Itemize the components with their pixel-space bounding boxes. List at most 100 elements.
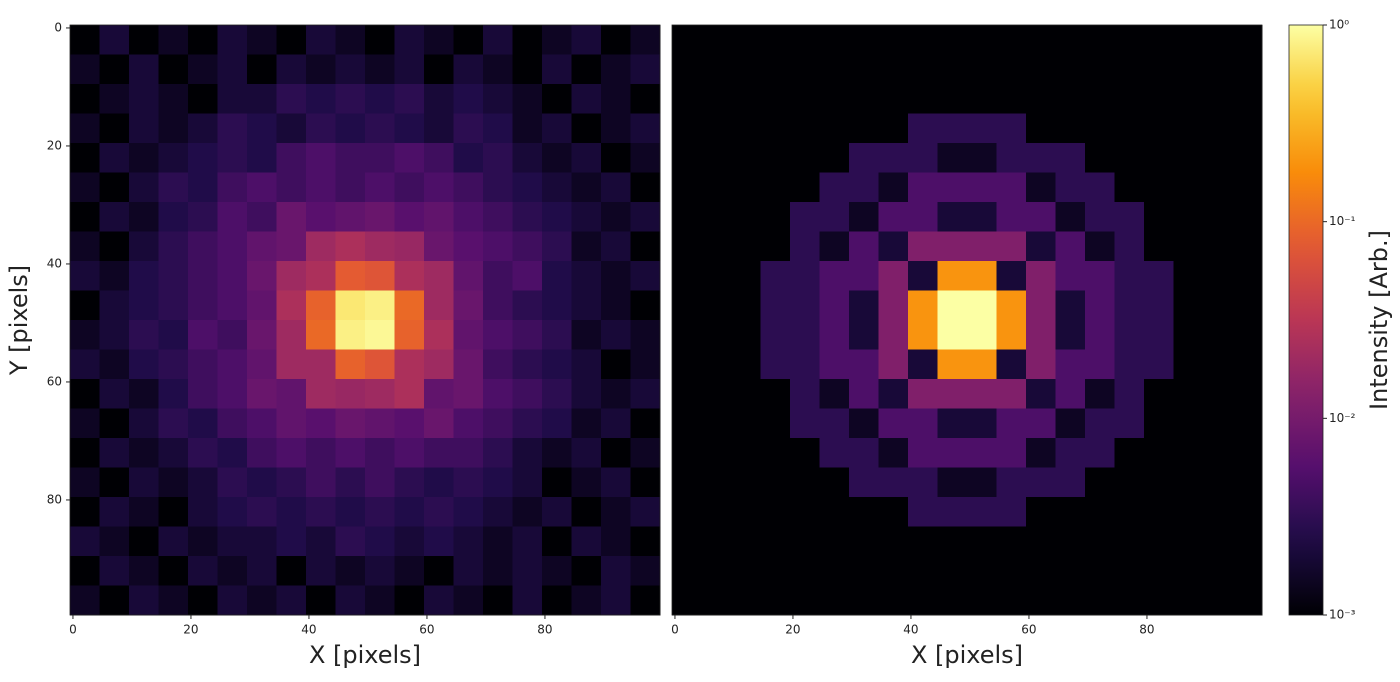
heatmap-cell (1055, 54, 1086, 85)
heatmap-cell (1114, 84, 1145, 115)
heatmap-cell (1232, 438, 1263, 469)
colorbar-tick-label: 10⁻¹ (1329, 214, 1356, 228)
heatmap-cell (571, 585, 602, 616)
heatmap-cell (819, 25, 850, 56)
heatmap-cell (276, 54, 307, 85)
heatmap-cell (967, 497, 998, 528)
heatmap-cell (1026, 438, 1057, 469)
heatmap-cell (247, 172, 278, 203)
heatmap-cell (701, 113, 732, 144)
heatmap-cell (335, 54, 366, 85)
heatmap-cell (996, 231, 1027, 262)
heatmap-cell (878, 438, 909, 469)
heatmap-cell (1144, 408, 1175, 439)
heatmap-cell (424, 202, 455, 233)
heatmap-cell (453, 54, 484, 85)
heatmap-cell (453, 585, 484, 616)
heatmap-cell (394, 290, 425, 321)
heatmap-cell (1026, 54, 1057, 85)
heatmap-cell (365, 202, 396, 233)
heatmap-cell (630, 261, 661, 292)
heatmap-cell (819, 379, 850, 410)
heatmap-cell (672, 54, 703, 85)
heatmap-cell (99, 54, 130, 85)
heatmap-cell (365, 54, 396, 85)
heatmap-cell (571, 379, 602, 410)
heatmap-cell (424, 261, 455, 292)
heatmap-cell (335, 497, 366, 528)
heatmap-cell (630, 113, 661, 144)
heatmap-cell (424, 25, 455, 56)
heatmap-cell (849, 143, 880, 174)
heatmap-cell (1203, 556, 1234, 587)
heatmap-cell (571, 143, 602, 174)
heatmap-cell (731, 84, 762, 115)
heatmap-cell (217, 349, 248, 380)
heatmap-cell (129, 143, 160, 174)
heatmap-cell (1055, 202, 1086, 233)
heatmap-cell (1203, 438, 1234, 469)
heatmap-cell (760, 379, 791, 410)
heatmap-cell (542, 25, 573, 56)
heatmap-cell (1144, 25, 1175, 56)
heatmap-cell (878, 497, 909, 528)
heatmap-cell (1144, 349, 1175, 380)
heatmap-cell (542, 261, 573, 292)
heatmap-cell (306, 54, 337, 85)
heatmap-cell (760, 585, 791, 616)
heatmap-cell (967, 290, 998, 321)
heatmap-cell (760, 497, 791, 528)
heatmap-cell (188, 467, 219, 498)
heatmap-cell (247, 54, 278, 85)
y-tick-label: 0 (54, 20, 62, 34)
heatmap-cell (1026, 261, 1057, 292)
heatmap-cell (1173, 556, 1204, 587)
heatmap-cell (188, 202, 219, 233)
heatmap-cell (158, 172, 189, 203)
heatmap-cell (453, 172, 484, 203)
heatmap-cell (1055, 408, 1086, 439)
heatmap-cell (306, 84, 337, 115)
heatmap-cell (276, 25, 307, 56)
heatmap-cell (247, 379, 278, 410)
heatmap-cell (790, 231, 821, 262)
heatmap-cell (276, 290, 307, 321)
heatmap-cell (701, 497, 732, 528)
heatmap-cell (158, 261, 189, 292)
heatmap-cell (1232, 349, 1263, 380)
heatmap-cell (1114, 379, 1145, 410)
heatmap-cell (996, 349, 1027, 380)
heatmap-cell (1173, 25, 1204, 56)
heatmap-cell (70, 526, 101, 557)
heatmap-cell (306, 585, 337, 616)
heatmap-cell (424, 320, 455, 351)
heatmap-cell (819, 467, 850, 498)
axes-frame (69, 24, 661, 616)
heatmap-cell (630, 25, 661, 56)
heatmap-cell (217, 467, 248, 498)
heatmap-cell (70, 290, 101, 321)
heatmap-cell (1055, 497, 1086, 528)
heatmap-cell (1085, 497, 1116, 528)
heatmap-cell (819, 113, 850, 144)
heatmap-cell (731, 231, 762, 262)
heatmap-cell (217, 261, 248, 292)
heatmap-cell (630, 320, 661, 351)
heatmap-cell (99, 438, 130, 469)
heatmap-cell (158, 497, 189, 528)
heatmap-cell (630, 84, 661, 115)
heatmap-cell (276, 143, 307, 174)
heatmap-cell (365, 113, 396, 144)
heatmap-cell (790, 172, 821, 203)
heatmap-cell (394, 261, 425, 292)
heatmap-cell (129, 438, 160, 469)
heatmap-cell (1173, 320, 1204, 351)
heatmap-cell (483, 290, 514, 321)
heatmap-cell (424, 438, 455, 469)
heatmap-cell (453, 408, 484, 439)
heatmap-cell (217, 438, 248, 469)
heatmap-cell (247, 202, 278, 233)
heatmap-cell (601, 143, 632, 174)
heatmap-cell (1232, 556, 1263, 587)
heatmap-cell (129, 54, 160, 85)
